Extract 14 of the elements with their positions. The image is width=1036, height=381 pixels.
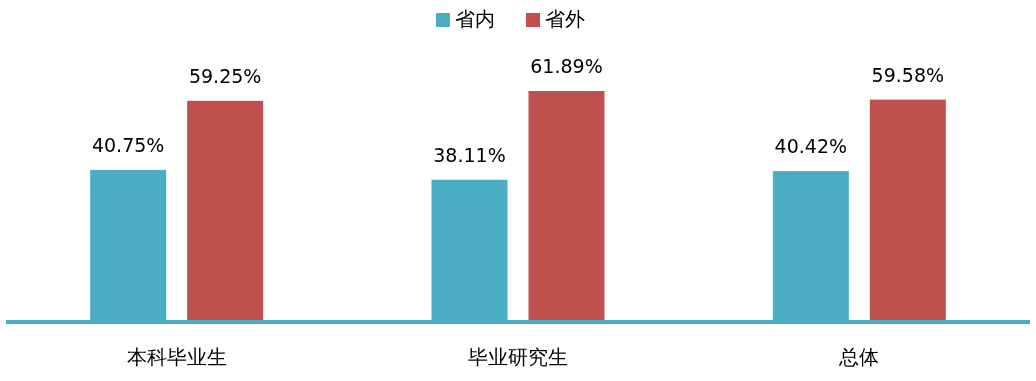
legend-label: 省内 bbox=[455, 7, 495, 31]
data-label: 59.58% bbox=[871, 63, 945, 86]
bar bbox=[869, 99, 946, 322]
data-label: 61.89% bbox=[530, 55, 603, 77]
bar bbox=[187, 100, 264, 322]
data-label: 59.25% bbox=[188, 64, 262, 87]
bar bbox=[528, 91, 605, 322]
legend-label: 省外 bbox=[545, 7, 585, 31]
x-tick-label: 本科毕业生 bbox=[126, 345, 227, 369]
data-label: 38.11% bbox=[433, 143, 506, 166]
x-tick-label: 总体 bbox=[838, 345, 880, 369]
data-label: 40.42% bbox=[774, 135, 848, 158]
data-label: 40.75% bbox=[91, 133, 165, 156]
x-tick-label: 毕业研究生 bbox=[468, 345, 568, 369]
